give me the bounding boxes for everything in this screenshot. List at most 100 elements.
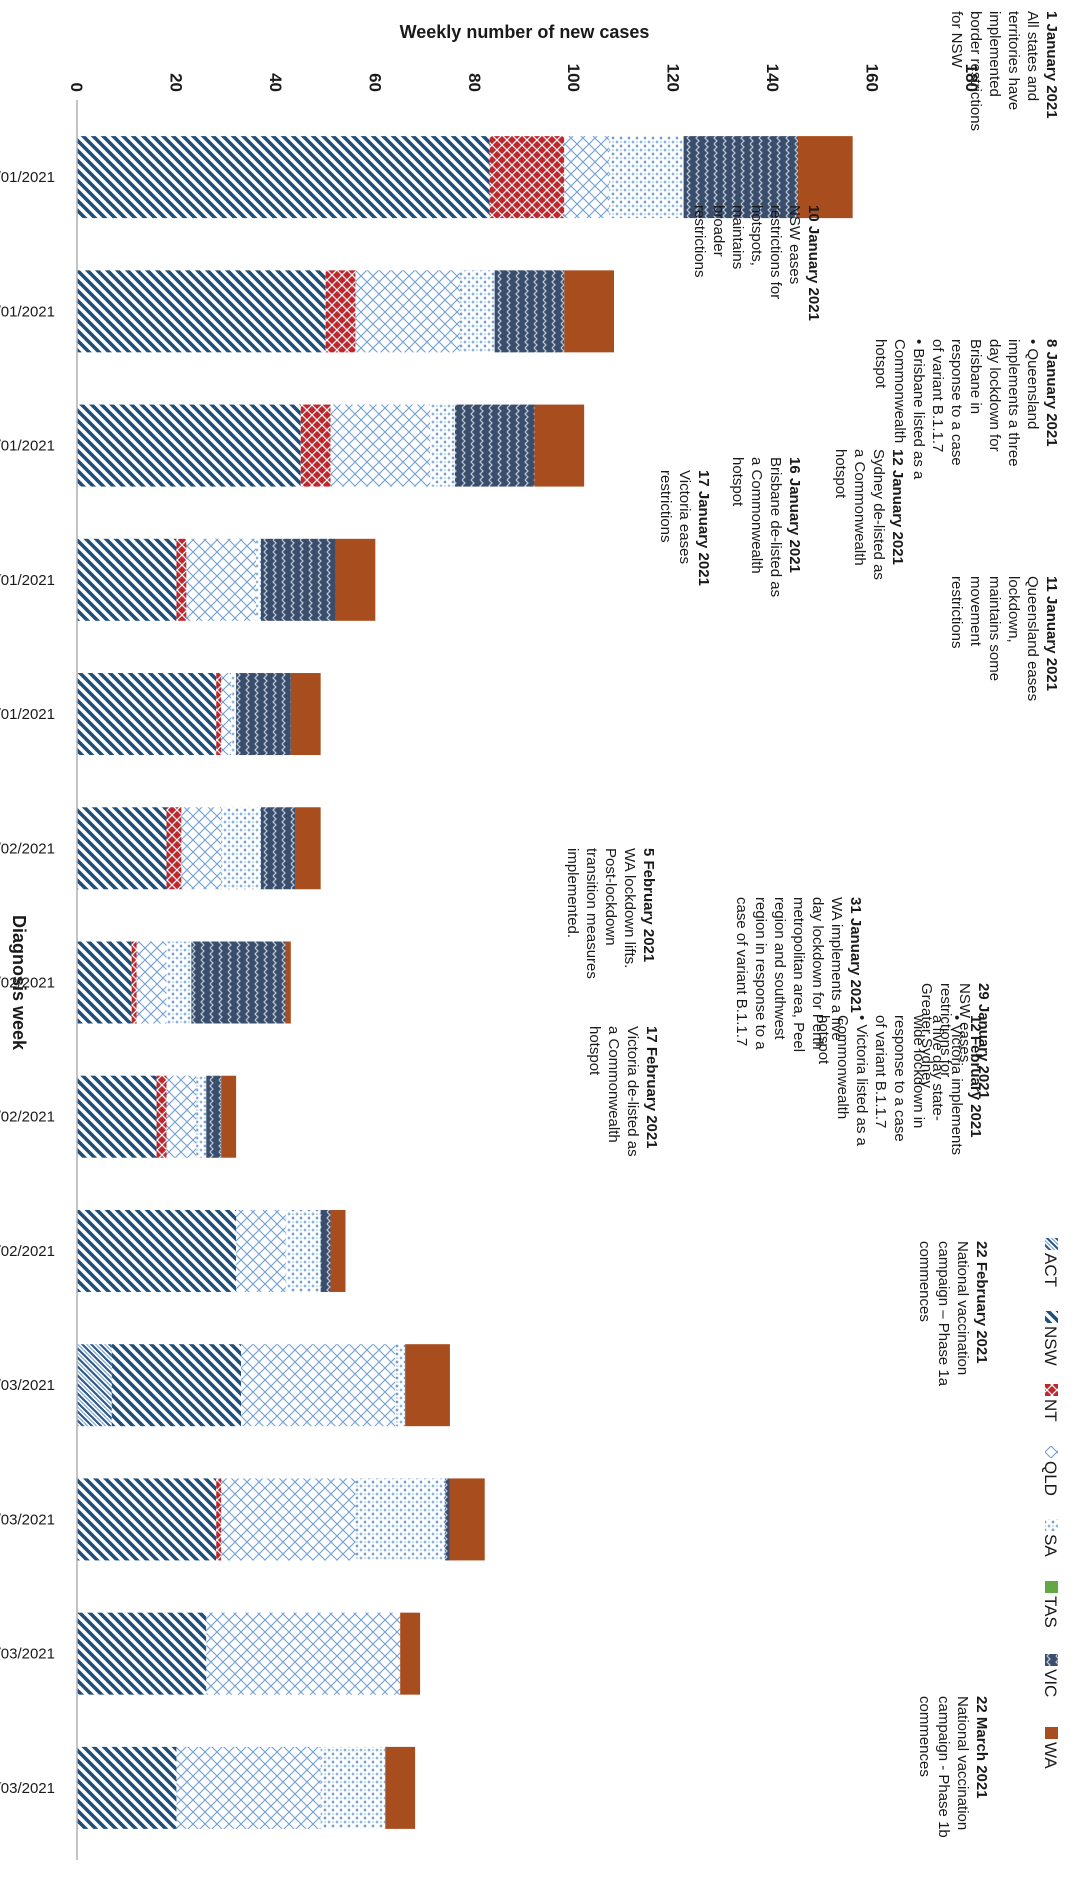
- annotation-date: 12 January 2021: [889, 449, 906, 565]
- bar-segment-qld-8: [236, 1209, 286, 1292]
- annotation-line: campaign – Phase 1a: [935, 1241, 952, 1387]
- annotation-line: commences: [916, 1241, 933, 1322]
- bar-segment-sa-0: [609, 136, 684, 219]
- x-axis-title: Diagnosis week: [9, 915, 29, 1051]
- legend-swatch-wa: [1045, 1727, 1058, 1739]
- annotation-line: Greater Sydney: [918, 983, 935, 1089]
- bar-segment-vic-8: [320, 1209, 331, 1292]
- bar-segment-nsw-11: [77, 1612, 207, 1695]
- annotation-line: territories have: [1005, 11, 1022, 110]
- bar-segment-sa-12: [320, 1746, 386, 1829]
- annotation-line: movement: [967, 576, 984, 647]
- bar-segment-vic-4: [236, 673, 291, 756]
- bar-segment-qld-12: [176, 1746, 321, 1829]
- bar-segment-sa-4: [231, 673, 237, 756]
- bar-segment-nt-5: [166, 807, 182, 890]
- annotation-line: of variant B.1.1.7: [929, 339, 946, 452]
- annotation-line: border restrictions: [967, 11, 984, 131]
- bar-segment-sa-1: [459, 270, 495, 353]
- bar-segment-qld-4: [221, 673, 232, 756]
- annotation-line: a Commonwealth: [851, 449, 868, 566]
- x-tick-label: 1/02/2021 - 7/02/2021: [0, 840, 55, 857]
- annotation-date: 17 February 2021: [643, 1026, 660, 1149]
- x-tick-label: 28/12/2020 - 3/01/2021: [0, 169, 55, 186]
- annotation-line: maintains: [729, 205, 746, 269]
- y-tick-label: 140: [763, 64, 782, 92]
- x-tick-label: 8/02/2021 - 14/02/2021: [0, 975, 55, 992]
- annotation-line: Victoria de-listed as: [624, 1026, 641, 1157]
- bar-segment-sa-3: [256, 538, 261, 621]
- legend-label-act: ACT: [1041, 1253, 1060, 1287]
- annotation-line: NSW eases: [956, 983, 973, 1062]
- bar-segment-sa-7: [196, 1075, 207, 1158]
- legend-swatch-nt: [1045, 1384, 1058, 1396]
- annotation-line: • Brisbane listed as a: [910, 339, 927, 480]
- annotation-date: 17 January 2021: [695, 470, 712, 586]
- annotation-line: hotspot: [586, 1026, 603, 1076]
- legend-label-sa: SA: [1041, 1534, 1060, 1557]
- annotation-line: National vaccination: [954, 1696, 971, 1830]
- x-tick-label: 18/01/2021 - 24/01/2021: [0, 572, 55, 589]
- annotation-line: lockdown,: [1005, 576, 1022, 643]
- bar-segment-qld-5: [181, 807, 222, 890]
- annotation-date: 10 January 2021: [805, 205, 822, 321]
- bar-segment-wa-1: [564, 270, 614, 353]
- bar-segment-nsw-1: [76, 270, 326, 353]
- bar-segment-vic-5: [260, 807, 296, 890]
- annotation-line: maintains some: [986, 576, 1003, 681]
- bar-segment-sa-2: [430, 404, 455, 487]
- legend-label-tas: TAS: [1041, 1596, 1060, 1628]
- bar-segment-wa-9: [405, 1344, 450, 1427]
- legend-label-nsw: NSW: [1041, 1326, 1060, 1366]
- bar-segment-nt-6: [131, 941, 137, 1024]
- legend-swatch-tas: [1045, 1581, 1058, 1593]
- bar-segment-qld-10: [221, 1478, 356, 1561]
- bar-segment-qld-1: [355, 270, 460, 353]
- bar-segment-vic-0: [683, 136, 798, 219]
- annotation-line: response to a case: [948, 339, 965, 466]
- bar-segment-qld-2: [330, 404, 431, 487]
- bar-segment-vic-10: [444, 1478, 450, 1561]
- bar-segment-sa-10: [355, 1478, 445, 1561]
- y-tick-label: 180: [962, 64, 981, 92]
- legend: ACT NSW NT QLD SA TAS VIC WA: [1041, 1238, 1060, 1769]
- annotation-line: WA implements a five: [828, 897, 845, 1041]
- bar-segment-nt-4: [216, 673, 222, 756]
- bar-segment-wa-10: [449, 1478, 485, 1561]
- y-axis-title: Weekly number of new cases: [400, 22, 650, 42]
- bar-segment-nsw-5: [77, 807, 167, 890]
- bar-segment-nsw-8: [76, 1209, 237, 1292]
- annotation-line: hotspot: [729, 457, 746, 507]
- annotation-date: 31 January 2021: [847, 897, 864, 1013]
- bar-segment-qld-0: [564, 136, 610, 219]
- annotation-line: transition measures: [583, 848, 600, 979]
- annotation-date: 11 January 2021: [1043, 576, 1060, 691]
- annotation-line: of variant B.1.1.7: [872, 1015, 889, 1128]
- bar-segment-nsw-9: [111, 1344, 242, 1427]
- legend-swatch-act: [1045, 1238, 1058, 1250]
- annotation-line: hotspot: [815, 1015, 832, 1065]
- annotation-line: hotspot: [872, 339, 889, 389]
- bar-segment-nsw-4: [77, 673, 217, 756]
- bar-segment-qld-6: [136, 941, 167, 1024]
- bar-segment-nt-3: [176, 538, 187, 621]
- bar-segment-vic-3: [260, 538, 336, 621]
- annotation-line: region in response to a: [752, 897, 769, 1050]
- annotation-line: • Victoria listed as a: [853, 1015, 870, 1147]
- bar-segment-nsw-3: [77, 538, 177, 621]
- axes: 0 20 40 60 80 100 120 140 160 180 28/12/2020 - 3/0…: [0, 22, 981, 1860]
- bar-segment-nsw-6: [77, 941, 132, 1024]
- legend-label-qld: QLD: [1041, 1461, 1060, 1496]
- annotation-line: Victoria eases: [676, 470, 693, 564]
- bar-segment-sa-9: [395, 1344, 406, 1427]
- bar-segment-wa-6: [285, 941, 291, 1024]
- x-tick-label: 15/03/2021 - 21/03/2021: [0, 1646, 55, 1663]
